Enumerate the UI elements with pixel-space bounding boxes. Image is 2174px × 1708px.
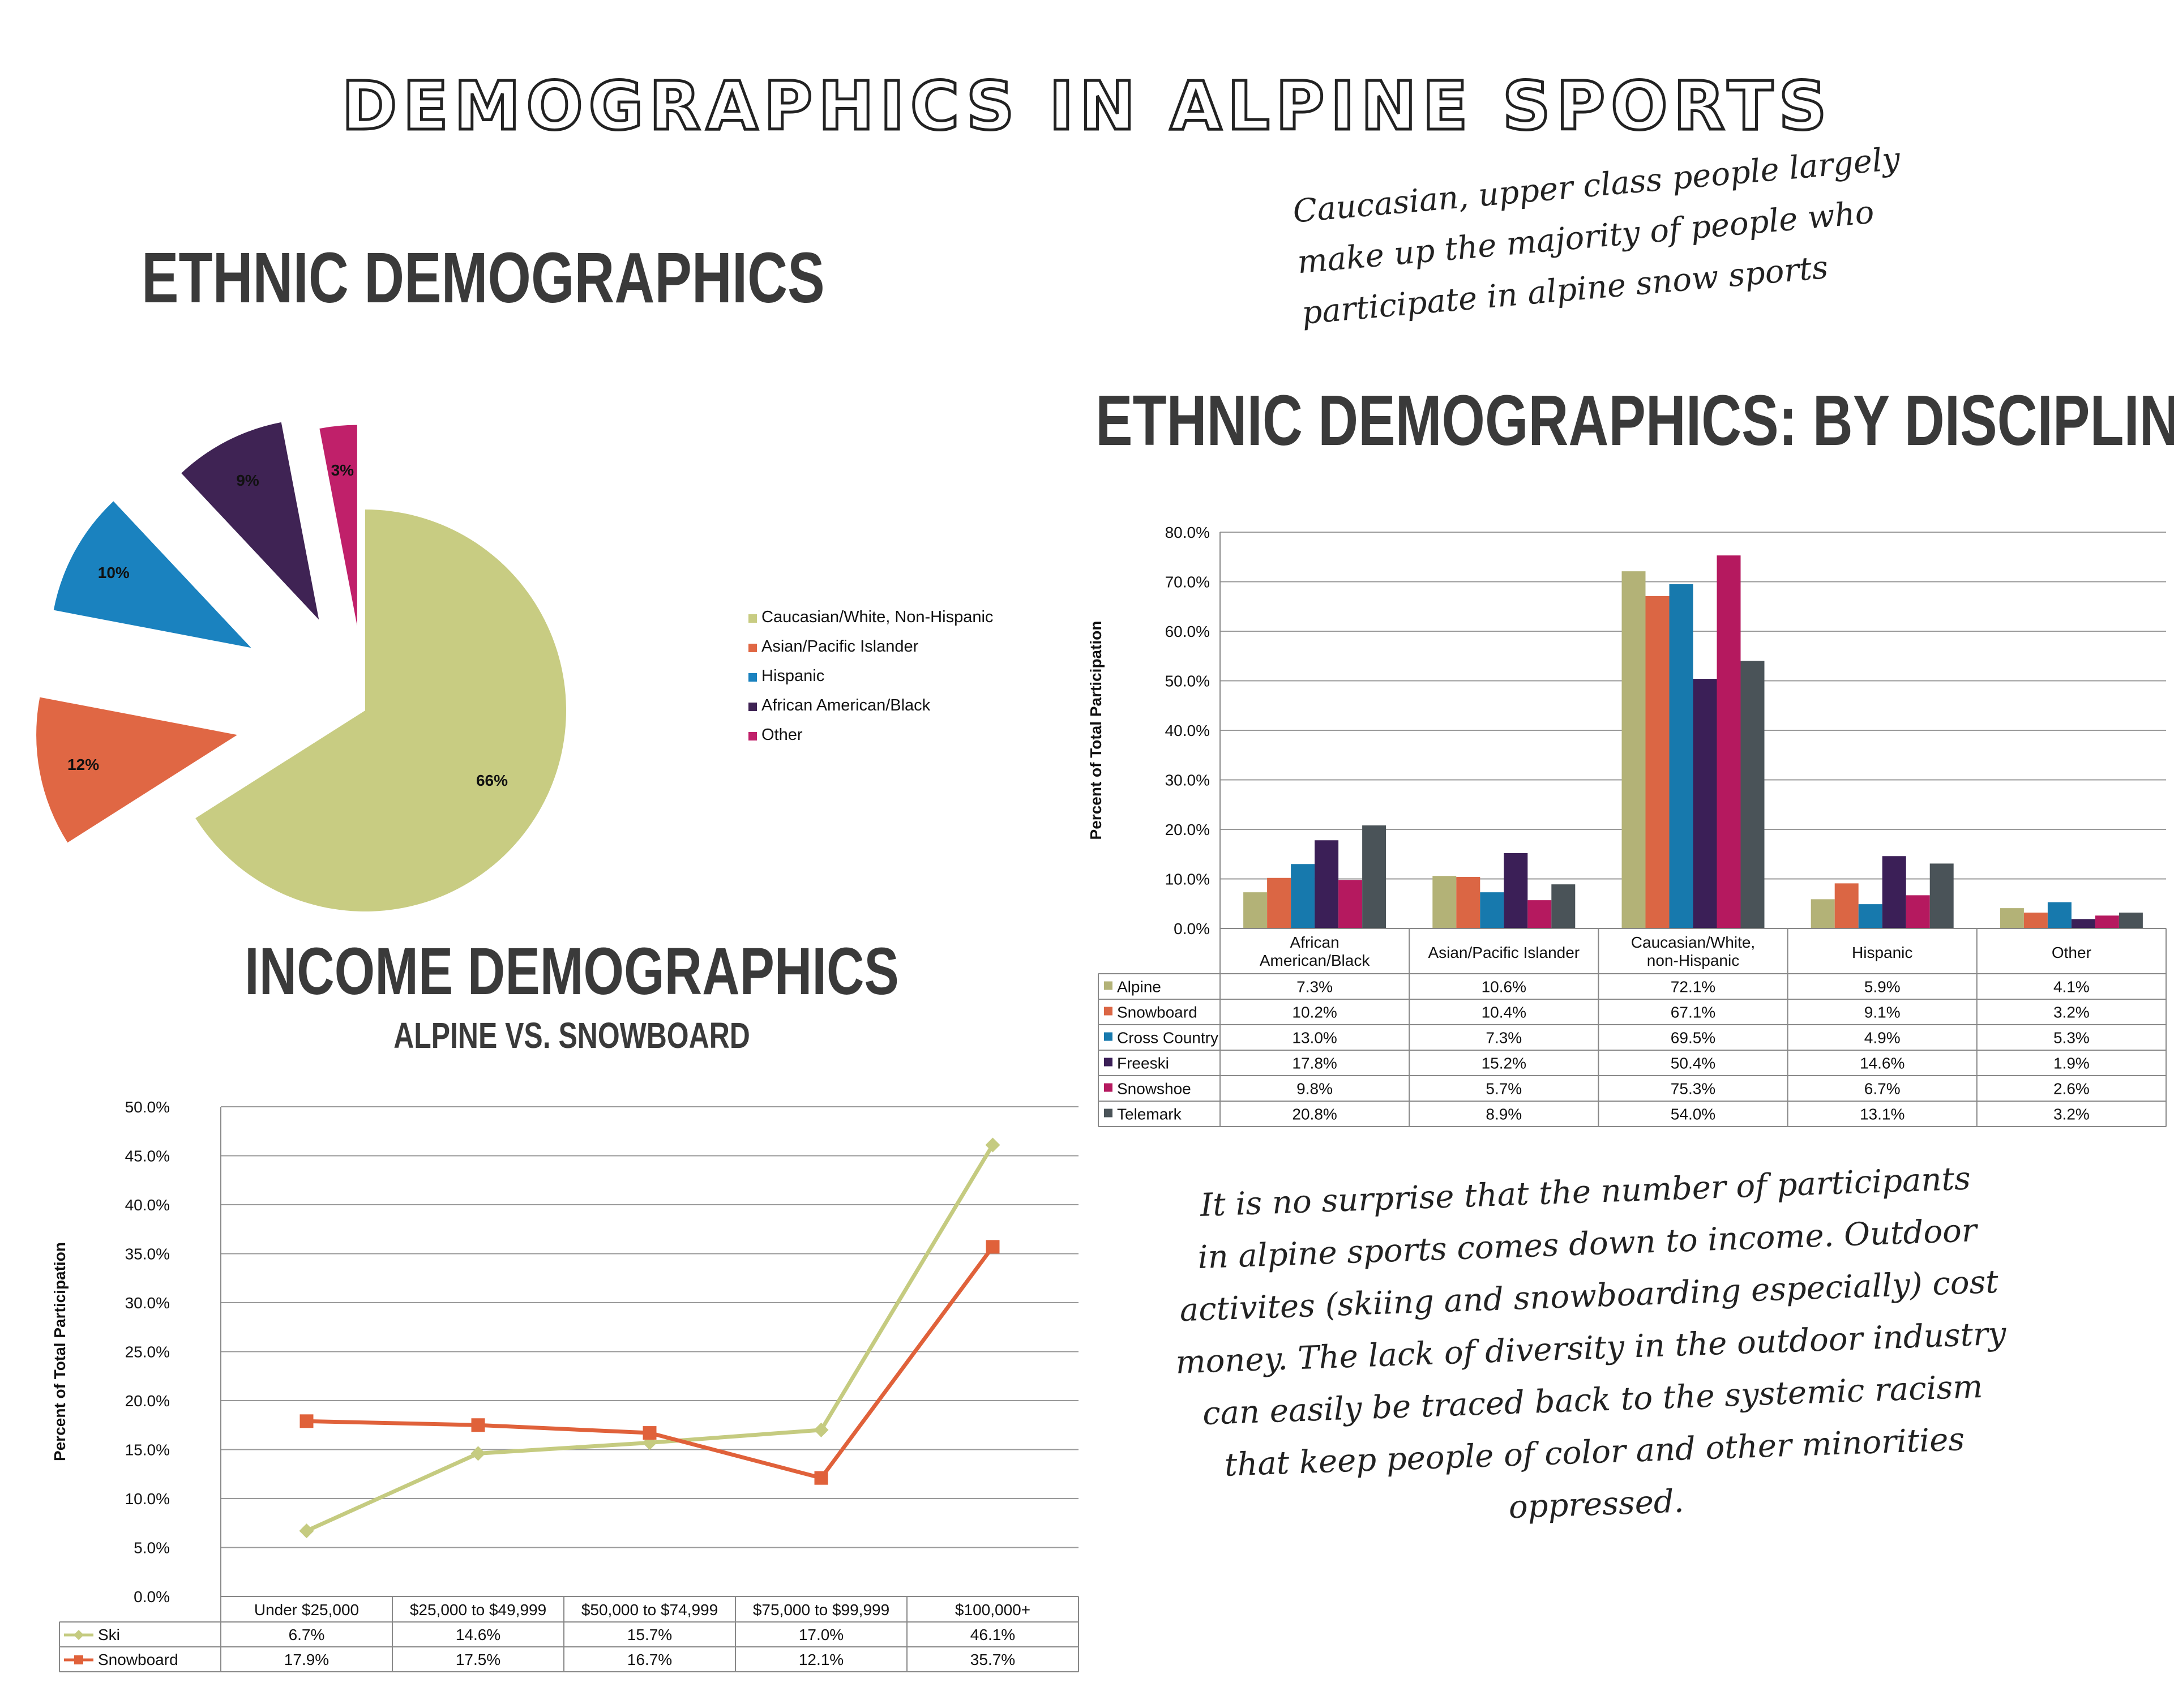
discipline-section-title: ETHNIC DEMOGRAPHICS: BY DISCIPLINE xyxy=(1095,380,2174,460)
legend-label: Hispanic xyxy=(761,667,824,685)
pie-slice xyxy=(181,422,319,620)
legend-swatch xyxy=(748,703,757,711)
pie-slice xyxy=(36,697,238,843)
legend-swatch xyxy=(748,673,757,682)
pie-slice xyxy=(195,510,567,912)
page-title: DEMOGRAPHICS IN ALPINE SPORTS xyxy=(340,66,1833,147)
income-section-title: INCOME DEMOGRAPHICS xyxy=(245,934,899,1009)
pie-slice xyxy=(319,425,357,626)
legend-label: Asian/Pacific Islander xyxy=(761,637,919,656)
pie-slice xyxy=(53,501,251,648)
pie-value-label: 66% xyxy=(476,772,508,789)
pie-value-label: 12% xyxy=(67,756,99,773)
legend-swatch xyxy=(748,644,757,652)
legend-label: Other xyxy=(761,726,803,744)
ethnic-section-title: ETHNIC DEMOGRAPHICS xyxy=(142,238,825,318)
pie-value-label: 10% xyxy=(98,564,130,581)
pie-value-label: 9% xyxy=(236,472,259,489)
pie-value-label: 3% xyxy=(331,461,354,479)
legend-label: Caucasian/White, Non-Hispanic xyxy=(761,608,993,626)
income-section-subtitle: ALPINE VS. SNOWBOARD xyxy=(393,1015,750,1056)
legend-swatch xyxy=(748,732,757,740)
legend-swatch xyxy=(748,614,757,623)
legend-label: African American/Black xyxy=(761,696,931,714)
